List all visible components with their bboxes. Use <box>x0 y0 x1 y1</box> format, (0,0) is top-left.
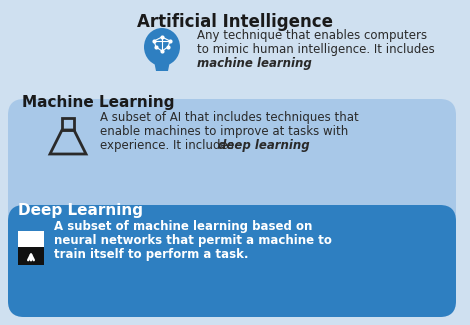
Text: to mimic human intelligence. It includes: to mimic human intelligence. It includes <box>197 43 435 56</box>
Text: Artificial Intelligence: Artificial Intelligence <box>137 13 333 31</box>
Text: A subset of machine learning based on: A subset of machine learning based on <box>54 220 313 233</box>
Text: neural networks that permit a machine to: neural networks that permit a machine to <box>54 234 332 247</box>
Text: Deep Learning: Deep Learning <box>18 203 143 218</box>
Text: train itself to perform a task.: train itself to perform a task. <box>54 248 249 261</box>
FancyBboxPatch shape <box>18 231 44 247</box>
Text: deep learning: deep learning <box>218 139 310 152</box>
FancyBboxPatch shape <box>8 205 456 317</box>
Ellipse shape <box>144 28 180 66</box>
FancyBboxPatch shape <box>8 99 456 317</box>
Text: A subset of AI that includes techniques that: A subset of AI that includes techniques … <box>100 111 359 124</box>
Text: Any technique that enables computers: Any technique that enables computers <box>197 29 427 42</box>
Text: Machine Learning: Machine Learning <box>22 95 174 110</box>
Polygon shape <box>154 61 170 71</box>
FancyBboxPatch shape <box>18 247 44 265</box>
Text: enable machines to improve at tasks with: enable machines to improve at tasks with <box>100 125 348 138</box>
Text: experience. It includes: experience. It includes <box>100 139 238 152</box>
Text: machine learning: machine learning <box>197 57 312 70</box>
